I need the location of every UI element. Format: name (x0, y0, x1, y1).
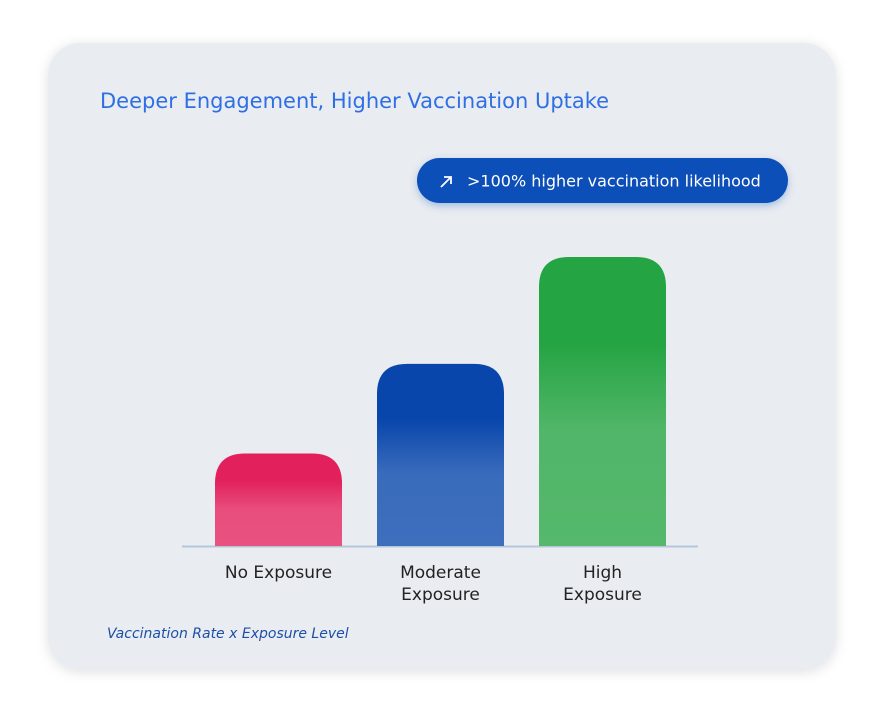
x-tick-label: Moderate Exposure (400, 563, 481, 605)
footnote: Vaccination Rate x Exposure Level (107, 626, 349, 642)
arrow-icon (440, 176, 452, 188)
annotation-badge (417, 158, 788, 203)
x-tick-label: No Exposure (225, 563, 332, 583)
chart-title: Deeper Engagement, Higher Vaccination Up… (100, 89, 609, 113)
bar (539, 257, 666, 546)
x-tick-label: High Exposure (563, 563, 642, 605)
annotation: >100% higher vaccination likelihood (467, 172, 761, 191)
bar (215, 453, 342, 546)
bar (377, 363, 504, 546)
